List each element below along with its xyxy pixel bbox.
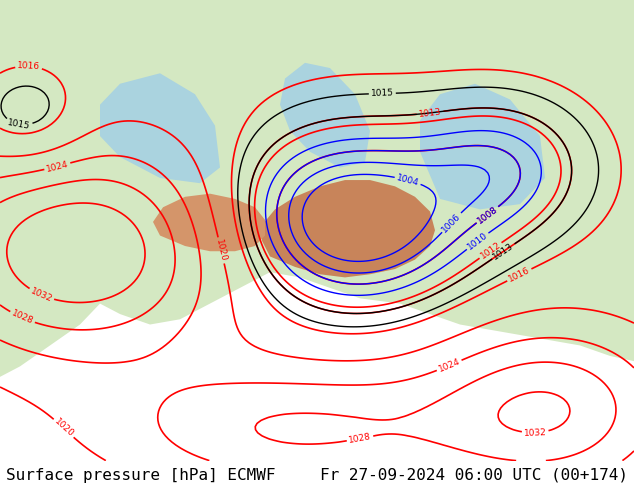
- Text: 1028: 1028: [10, 309, 35, 326]
- Polygon shape: [420, 84, 545, 209]
- Text: 1016: 1016: [507, 266, 532, 284]
- Polygon shape: [262, 180, 435, 277]
- Polygon shape: [153, 194, 265, 251]
- Text: Surface pressure [hPa] ECMWF: Surface pressure [hPa] ECMWF: [6, 468, 276, 483]
- Text: Fr 27-09-2024 06:00 UTC (00+174): Fr 27-09-2024 06:00 UTC (00+174): [320, 468, 628, 483]
- Text: 1013: 1013: [491, 241, 515, 262]
- Polygon shape: [100, 74, 220, 183]
- Text: 1032: 1032: [29, 286, 54, 304]
- Text: 1004: 1004: [396, 173, 420, 188]
- Polygon shape: [280, 63, 370, 168]
- Polygon shape: [0, 0, 634, 377]
- Text: 1016: 1016: [17, 61, 41, 72]
- Text: 1015: 1015: [371, 89, 394, 98]
- Text: 1008: 1008: [476, 204, 500, 225]
- Text: 1006: 1006: [440, 211, 463, 234]
- Text: 1028: 1028: [348, 432, 372, 445]
- Text: 1010: 1010: [465, 231, 489, 252]
- Text: 1020: 1020: [214, 238, 228, 263]
- Text: 1024: 1024: [437, 357, 462, 374]
- Text: 1024: 1024: [45, 159, 70, 173]
- Text: 1012: 1012: [479, 240, 502, 261]
- Text: 1020: 1020: [52, 417, 75, 439]
- Text: 1015: 1015: [7, 118, 31, 131]
- Text: 1032: 1032: [524, 428, 547, 438]
- Text: 1013: 1013: [418, 107, 442, 119]
- Text: 1008: 1008: [476, 204, 500, 225]
